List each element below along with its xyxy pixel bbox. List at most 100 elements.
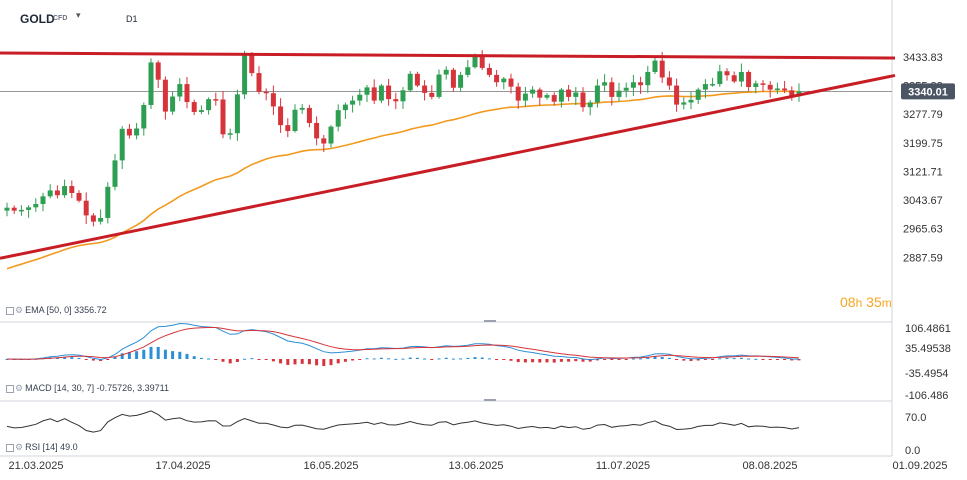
candle-body xyxy=(558,89,564,102)
candle-countdown: 08h 35m xyxy=(840,294,892,310)
macd-histogram-bar xyxy=(588,359,592,362)
candle-body xyxy=(242,55,248,95)
candle-body xyxy=(112,160,118,187)
macd-histogram-bar xyxy=(696,359,700,361)
countdown-hours-unit: h xyxy=(855,296,863,310)
date-axis[interactable]: 21.03.2025 17.04.2025 16.05.2025 13.06.2025… xyxy=(8,460,947,472)
candle-body xyxy=(40,196,46,205)
resistance-trendline xyxy=(0,51,896,60)
macd-histogram-bar xyxy=(610,359,614,360)
macd-histogram-bar xyxy=(473,357,477,359)
candle-body xyxy=(98,217,104,222)
macd-histogram-bar xyxy=(567,359,571,362)
candle-body xyxy=(256,73,262,92)
macd-histogram-bar xyxy=(343,359,347,362)
macd-histogram-bar xyxy=(156,346,160,359)
macd-histogram-bar xyxy=(199,357,203,359)
candle-body xyxy=(479,56,485,68)
macd-histogram-bar xyxy=(437,358,441,360)
candle-body xyxy=(436,74,442,97)
price-axis[interactable]: 3433.833355.833277.793199.753121.713043.… xyxy=(903,52,943,264)
macd-histogram-bar xyxy=(703,359,707,360)
macd-lines xyxy=(6,322,800,361)
indicator-visibility-icon[interactable] xyxy=(6,306,14,315)
macd-histogram-bar xyxy=(768,359,772,360)
candle-body xyxy=(695,89,701,100)
candle-body xyxy=(407,73,413,91)
timeframe-selector[interactable]: D1 xyxy=(126,14,138,24)
macd-histogram-bar xyxy=(711,359,715,360)
macd-histogram-bar xyxy=(682,359,686,361)
pane-resize-handle-macd[interactable] xyxy=(484,320,496,322)
price-tick-label: 3277.79 xyxy=(903,109,943,121)
macd-histogram-bar xyxy=(552,359,556,363)
trendlines[interactable] xyxy=(0,51,896,260)
macd-histogram-bar xyxy=(408,357,412,359)
candle-body xyxy=(414,73,420,86)
macd-histogram-bar xyxy=(675,359,679,360)
price-tick-label: 3043.67 xyxy=(903,195,943,207)
gear-icon[interactable]: ⚙ xyxy=(15,442,24,452)
ema-indicator-label[interactable]: ⚙ EMA [50, 0] 3356.72 xyxy=(6,305,107,316)
macd-histogram-bar xyxy=(120,353,124,359)
macd-histogram-bar xyxy=(171,351,175,359)
candle-body xyxy=(602,82,608,86)
macd-histogram-bar xyxy=(214,359,218,360)
candle-body xyxy=(105,186,111,218)
macd-histogram-bar xyxy=(387,358,391,360)
macd-signal-line xyxy=(6,327,800,360)
candle-body xyxy=(328,126,334,144)
price-tag-label: 3340.01 xyxy=(908,86,948,98)
pane-resize-handle-rsi[interactable] xyxy=(484,399,496,401)
candle-body xyxy=(198,110,204,112)
macd-histogram-bar xyxy=(545,359,549,363)
macd-histogram-bar xyxy=(718,358,722,360)
candle-body xyxy=(393,99,399,102)
macd-histogram-bar xyxy=(502,359,506,360)
candle-body xyxy=(83,200,89,216)
macd-histogram-bar xyxy=(747,358,751,360)
macd-histogram-bar xyxy=(113,356,117,359)
macd-histogram-bar xyxy=(379,357,383,359)
candle-body xyxy=(249,55,255,74)
macd-histogram-bar xyxy=(574,359,578,362)
macd-histogram-bar xyxy=(639,358,643,360)
ema-path xyxy=(6,90,799,270)
macd-histogram-bar xyxy=(77,357,81,359)
candle-body xyxy=(422,85,428,93)
macd-histogram-bar xyxy=(430,359,434,360)
macd-histogram xyxy=(5,346,801,367)
macd-histogram-bar xyxy=(336,359,340,364)
macd-histogram-bar xyxy=(192,356,196,359)
candle-body xyxy=(710,84,716,86)
candle-body xyxy=(465,67,471,75)
macd-histogram-bar xyxy=(617,359,621,360)
macd-histogram-bar xyxy=(271,359,275,362)
symbol-name[interactable]: GOLD xyxy=(20,12,55,26)
candle-body xyxy=(429,92,435,97)
macd-histogram-bar xyxy=(257,359,261,360)
macd-indicator-label[interactable]: ⚙ MACD [14, 30, 7] -0.75726, 3.39711 xyxy=(6,383,169,394)
candle-body xyxy=(681,102,687,105)
gear-icon[interactable]: ⚙ xyxy=(15,305,24,315)
indicator-visibility-icon[interactable] xyxy=(6,384,14,393)
gear-icon[interactable]: ⚙ xyxy=(15,383,24,393)
rsi-line xyxy=(6,410,800,433)
candle-body xyxy=(76,193,82,201)
date-tick-label: 08.08.2025 xyxy=(742,460,797,472)
macd-histogram-bar xyxy=(466,357,470,359)
candle-body xyxy=(724,71,730,76)
macd-histogram-bar xyxy=(250,358,254,360)
indicator-visibility-icon[interactable] xyxy=(6,443,14,452)
candle-body xyxy=(443,69,449,75)
macd-histogram-bar xyxy=(559,359,563,362)
candle-body xyxy=(731,75,737,82)
macd-tick-label: -35.4954 xyxy=(905,368,948,380)
candle-body xyxy=(213,99,219,101)
macd-histogram-bar xyxy=(516,359,520,363)
rsi-tick-label: 70.0 xyxy=(905,412,926,424)
candle-body xyxy=(292,109,298,132)
caret-down-icon[interactable]: ▾ xyxy=(76,10,81,20)
candle-body xyxy=(609,82,615,97)
rsi-indicator-label[interactable]: ⚙ RSI [14] 49.0 xyxy=(6,442,78,453)
